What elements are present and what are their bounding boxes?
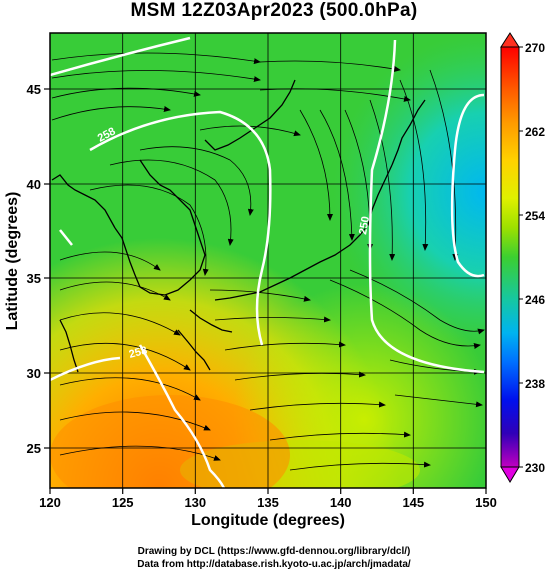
colorbar: 270 262 254 246 238 230: [500, 32, 545, 483]
colorbar-tick-label: 254: [525, 209, 545, 223]
x-tick-label: 120: [39, 495, 61, 510]
x-tick-label: 135: [257, 495, 279, 510]
colorbar-upper-extend: [500, 32, 520, 48]
colorbar-tick-label: 262: [525, 125, 545, 139]
colorbar-lower-extend: [500, 466, 520, 483]
contour-label: 250: [357, 215, 372, 235]
contour-labels: 258 258 250: [96, 125, 372, 360]
x-tick-label: 145: [402, 495, 424, 510]
x-tick-label: 150: [475, 495, 497, 510]
contour-label: 258: [128, 345, 149, 361]
x-axis-label: Longitude (degrees): [191, 512, 345, 529]
x-tick-label: 125: [112, 495, 134, 510]
colorbar-tick-label: 246: [525, 293, 545, 307]
isotherm-contours: [50, 36, 485, 488]
y-axis-label: Latitude (degrees): [4, 191, 21, 331]
map-title: MSM 12Z03Apr2023 (500.0hPa): [130, 0, 418, 21]
colorbar-bar: [500, 46, 520, 468]
y-tick-label: 30: [27, 366, 41, 381]
y-tick-label: 45: [27, 82, 41, 97]
credit-drawing: Drawing by DCL (https://www.gfd-dennou.o…: [137, 546, 411, 557]
credit-data-source: Data from http://database.rish.kyoto-u.a…: [137, 559, 411, 570]
wind-streamlines: [51, 52, 485, 471]
colorbar-tick-label: 238: [525, 377, 545, 391]
x-tick-label: 130: [184, 495, 206, 510]
y-tick-label: 40: [27, 177, 41, 192]
x-tick-label: 140: [330, 495, 352, 510]
y-tick-label: 35: [27, 271, 41, 286]
y-tick-label: 25: [27, 441, 41, 456]
colorbar-tick-label: 270: [525, 41, 545, 55]
x-tick-labels: 120 125 130 135 140 145 150: [39, 495, 497, 510]
axis-ticks: [44, 88, 487, 494]
y-tick-labels: 25 30 35 40 45: [27, 82, 41, 456]
colorbar-tick-label: 230: [525, 461, 545, 475]
lat-lon-grid: [50, 33, 486, 488]
